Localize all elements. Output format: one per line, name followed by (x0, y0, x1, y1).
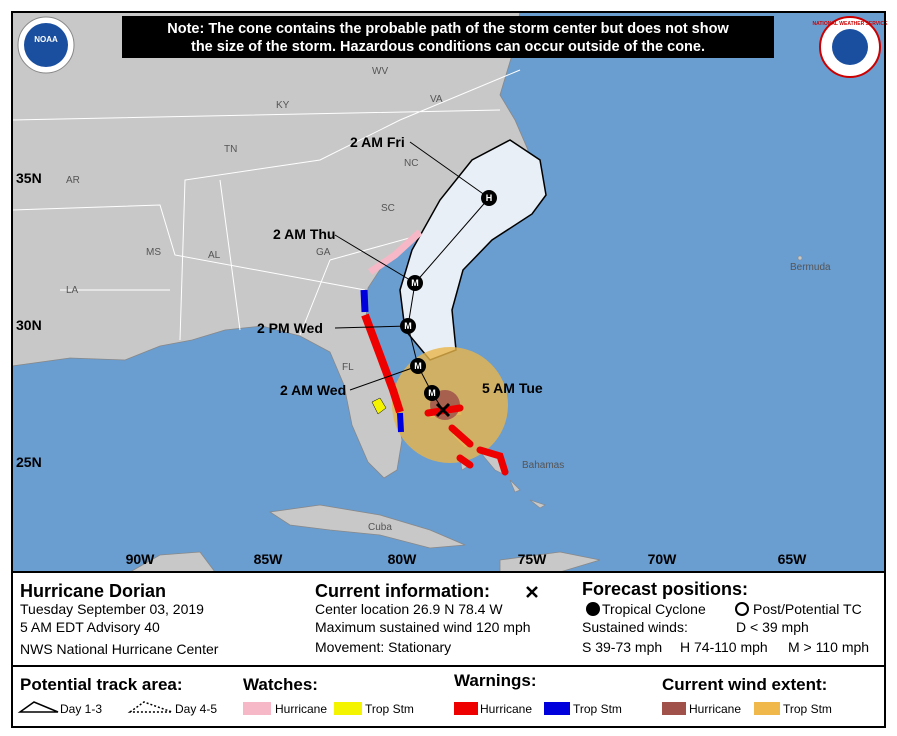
state-label: AL (208, 250, 221, 261)
state-label: VA (430, 94, 443, 105)
marker-letter: H (486, 193, 493, 203)
current-x (526, 586, 538, 598)
hurricane-watch (368, 229, 423, 275)
noaa-logo-inner (24, 23, 68, 67)
forecast-legend: Post/Potential TC (753, 601, 862, 617)
wind-title: Current wind extent: (662, 675, 827, 694)
nws-text: NATIONAL WEATHER SERVICE (813, 21, 889, 27)
watch-hurricane-swatch (243, 702, 271, 715)
state-label: SC (381, 203, 395, 214)
noaa-text: NOAA (34, 35, 58, 44)
place-label: Bermuda (790, 262, 831, 273)
tropical-icon (586, 602, 600, 616)
latitude-label: 35N (16, 170, 42, 186)
state-label: AR (66, 175, 80, 186)
marker-letter: M (411, 278, 419, 288)
state-label: GA (316, 247, 331, 258)
watches-title: Watches: (243, 675, 318, 694)
hispaniola (499, 551, 601, 573)
state-label: WV (372, 66, 388, 77)
place-label: Cuba (368, 522, 392, 533)
storm-line: 5 AM EDT Advisory 40 (20, 619, 160, 635)
forecast-legend: Tropical Cyclone (602, 601, 706, 617)
hurricane-warning (361, 313, 404, 414)
legend-label: Trop Stm (573, 702, 622, 716)
state-label: TN (224, 144, 237, 155)
legend-label: Trop Stm (365, 702, 414, 716)
longitude-label: 90W (126, 551, 156, 567)
longitude-label: 75W (518, 551, 548, 567)
note-text: Note: The cone contains the probable pat… (167, 21, 729, 37)
storm-line: NWS National Hurricane Center (20, 641, 219, 657)
cuba (268, 504, 466, 549)
marker-letter: M (414, 361, 422, 371)
storm-title: Hurricane Dorian (20, 581, 166, 601)
latitude-label: 25N (16, 454, 42, 470)
forecast-markers: H M M M M (400, 190, 497, 418)
forecast-legend: M > 110 mph (788, 639, 869, 655)
day45-icon (127, 701, 173, 713)
legend-label: Trop Stm (783, 702, 832, 716)
legend-label: Hurricane (689, 702, 741, 716)
legend-label: Day 4-5 (175, 702, 217, 716)
longitude-label: 85W (254, 551, 284, 567)
state-label: KY (276, 100, 290, 111)
trop-storm-watch (371, 397, 387, 415)
forecast-legend: D < 39 mph (736, 619, 809, 635)
state-label: FL (342, 362, 354, 373)
us-land (11, 11, 529, 479)
legend-label: Day 1-3 (60, 702, 102, 716)
current-line: Center location 26.9 N 78.4 W (315, 601, 503, 617)
info-panel (11, 571, 886, 728)
post-tc-icon (735, 602, 749, 616)
latitude-label: 30N (16, 317, 42, 333)
state-labels: WV VA KY NC TN SC AR MS AL GA LA FL (66, 66, 443, 373)
state-label: NC (404, 158, 418, 169)
leader-lines (334, 141, 490, 391)
forecast-legend: S 39-73 mph (582, 639, 662, 655)
note-text: the size of the storm. Hazardous conditi… (191, 39, 705, 55)
longitude-label: 80W (388, 551, 418, 567)
warning-hurricane-swatch (454, 702, 478, 715)
current-title: Current information: (315, 581, 490, 601)
forecast-legend: H 74-110 mph (680, 639, 768, 655)
state-label: MS (146, 247, 161, 258)
trop-storm-warning (360, 289, 369, 313)
trop-storm-warning (397, 412, 404, 433)
forecast-label: 2 AM Thu (273, 226, 335, 242)
longitude-label: 65W (778, 551, 808, 567)
warning-storm-swatch (544, 702, 570, 715)
current-line: Maximum sustained wind 120 mph (315, 619, 531, 635)
longitude-label: 70W (648, 551, 678, 567)
place-label: Bahamas (522, 460, 564, 471)
storm-line: Tuesday September 03, 2019 (20, 601, 204, 617)
forecast-label: 5 AM Tue (482, 380, 543, 396)
forecast-label: 2 AM Fri (350, 134, 405, 150)
legend-label: Hurricane (480, 702, 532, 716)
forecast-legend: Sustained winds: (582, 619, 688, 635)
nws-logo-inner (832, 29, 868, 65)
forecast-label: 2 AM Wed (280, 382, 346, 398)
marker-letter: M (428, 388, 436, 398)
legend-label: Hurricane (275, 702, 327, 716)
state-label: LA (66, 285, 79, 296)
current-line: Movement: Stationary (315, 639, 451, 655)
track-title: Potential track area: (20, 675, 183, 694)
forecast-label: 2 PM Wed (257, 320, 323, 336)
wind-hurricane-swatch (662, 702, 686, 715)
marker-letter: M (404, 321, 412, 331)
forecast-title: Forecast positions: (582, 579, 748, 599)
watch-storm-swatch (334, 702, 362, 715)
wind-storm-swatch (754, 702, 780, 715)
warnings-title: Warnings: (454, 671, 536, 690)
state-borders (11, 69, 521, 341)
day13-icon (17, 701, 59, 713)
note-box (122, 16, 774, 58)
